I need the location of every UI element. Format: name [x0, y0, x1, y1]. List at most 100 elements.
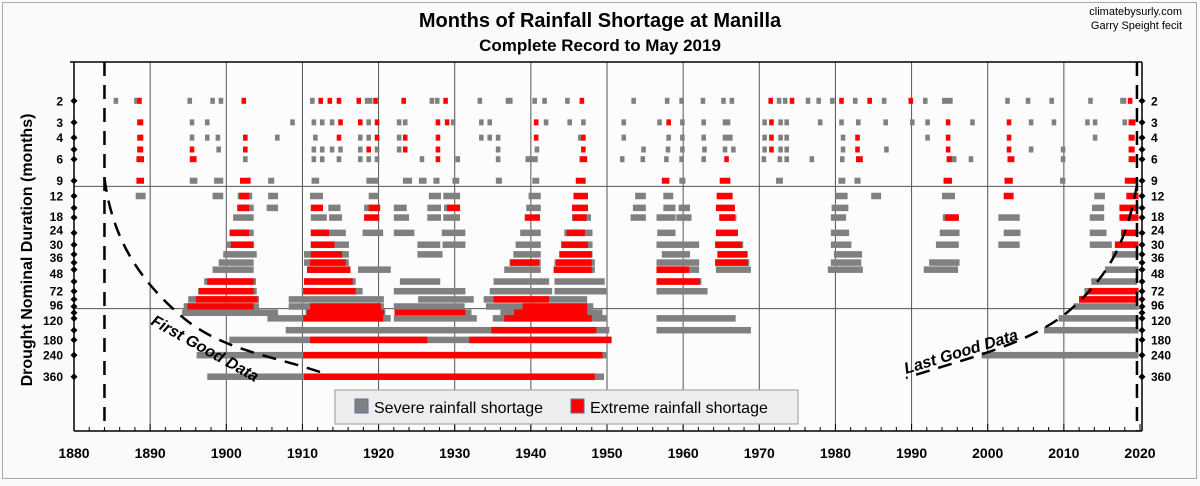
severe-shortage-bar: [393, 315, 477, 322]
y-tick-label-right: 72: [1151, 285, 1165, 299]
severe-shortage-bar: [528, 192, 541, 200]
extreme-shortage-bar: [510, 259, 540, 266]
y-tick-diamond: [70, 155, 78, 163]
extreme-shortage-bar: [945, 146, 951, 153]
severe-shortage-bar: [923, 266, 959, 273]
severe-shortage-bar: [187, 97, 193, 104]
severe-shortage-bar: [1089, 229, 1107, 237]
y-tick-diamond: [70, 259, 78, 267]
severe-shortage-bar: [1104, 266, 1139, 273]
y-axis-label: Drought Nominal Duration (months): [19, 114, 36, 387]
severe-shortage-bar: [189, 134, 195, 141]
extreme-shortage-bar: [368, 204, 381, 212]
severe-shortage-bar: [399, 278, 441, 285]
severe-shortage-bar: [782, 97, 788, 104]
severe-shortage-bar: [664, 156, 669, 163]
severe-shortage-bar: [311, 146, 317, 153]
severe-shortage-bar: [702, 146, 707, 153]
extreme-shortage-bar: [1127, 97, 1133, 104]
severe-shortage-bar: [212, 266, 254, 273]
severe-shortage-bar: [656, 241, 700, 248]
y-tick-diamond: [1138, 214, 1146, 222]
extreme-shortage-bar: [364, 214, 380, 221]
legend-label-severe: Severe rainfall shortage: [374, 400, 543, 417]
y-tick-label-left: 36: [50, 251, 64, 265]
severe-shortage-bar: [311, 119, 317, 126]
y-tick-diamond: [1138, 266, 1146, 274]
y-tick-label-right: 2: [1151, 94, 1158, 108]
extreme-shortage-bar: [136, 177, 145, 184]
severe-shortage-bar: [942, 192, 955, 200]
severe-shortage-bar: [998, 241, 1020, 248]
severe-shortage-bar: [1060, 177, 1066, 184]
y-tick-diamond: [1138, 146, 1146, 154]
extreme-shortage-bar: [189, 146, 195, 153]
y-tick-diamond: [1138, 192, 1146, 200]
severe-shortage-bar: [776, 177, 783, 184]
y-tick-diamond: [70, 229, 78, 237]
legend-label-extreme: Extreme rainfall shortage: [590, 400, 768, 417]
y-tick-label-left: 180: [43, 333, 63, 347]
extreme-shortage-bar: [374, 134, 380, 141]
extreme-shortage-bar: [137, 146, 144, 153]
severe-shortage-bar: [881, 97, 887, 104]
severe-shortage-bar: [805, 97, 811, 104]
severe-shortage-bar: [1003, 229, 1021, 237]
bars: [113, 97, 1139, 380]
extreme-shortage-bar: [336, 134, 342, 141]
severe-shortage-bar: [1092, 119, 1098, 126]
y-tick-diamond: [70, 278, 78, 286]
y-tick-diamond: [70, 266, 78, 274]
severe-shortage-bar: [680, 134, 685, 141]
extreme-shortage-bar: [198, 287, 254, 295]
severe-shortage-bar: [393, 214, 410, 221]
severe-shortage-bar: [1085, 119, 1090, 126]
y-tick-diamond: [1138, 250, 1146, 258]
severe-shortage-bar: [731, 146, 736, 153]
severe-shortage-bar: [722, 146, 728, 153]
extreme-shortage-bar: [310, 336, 428, 344]
severe-shortage-bar: [1122, 119, 1128, 126]
severe-shortage-bar: [1028, 119, 1034, 126]
severe-shortage-bar: [215, 134, 221, 141]
y-tick-diamond: [1138, 373, 1146, 381]
y-tick-diamond: [1138, 309, 1146, 317]
severe-shortage-bar: [419, 156, 425, 163]
extreme-shortage-bar: [1120, 229, 1139, 237]
severe-shortage-bar: [358, 266, 391, 273]
extreme-shortage-bar: [855, 146, 860, 153]
legend: Severe rainfall shortage Extreme rainfal…: [334, 389, 799, 425]
extreme-shortage-bar: [306, 309, 384, 317]
severe-shortage-bar: [619, 156, 625, 163]
severe-shortage-bar: [554, 278, 605, 285]
extreme-shortage-bar: [443, 97, 448, 104]
severe-shortage-bar: [210, 97, 215, 104]
x-tick-label: 1930: [439, 445, 470, 461]
severe-shortage-bar: [418, 296, 474, 303]
severe-shortage-bar: [830, 241, 852, 248]
y-tick-label-right: 6: [1151, 153, 1158, 167]
severe-shortage-bar: [700, 97, 706, 104]
y-tick-diamond: [1138, 295, 1146, 303]
extreme-shortage-bar: [230, 241, 254, 248]
y-tick-label-left: 72: [50, 285, 64, 299]
severe-shortage-bar: [663, 204, 676, 212]
severe-shortage-bar: [268, 177, 275, 184]
y-tick-label-left: 6: [56, 153, 63, 167]
y-tick-label-right: 12: [1151, 190, 1165, 204]
y-tick-label-left: 120: [43, 314, 63, 328]
severe-shortage-bar: [182, 309, 279, 317]
y-tick-label-right: 240: [1151, 349, 1171, 363]
severe-shortage-bar: [374, 156, 380, 163]
y-tick-diamond: [70, 177, 78, 185]
extreme-shortage-bar: [356, 97, 362, 104]
severe-shortage-bar: [515, 241, 541, 248]
extreme-shortage-bar: [715, 259, 748, 266]
severe-shortage-bar: [442, 241, 466, 248]
severe-shortage-bar: [418, 177, 427, 184]
severe-shortage-bar: [778, 146, 783, 153]
severe-shortage-bar: [362, 229, 384, 237]
severe-shortage-bar: [374, 146, 380, 153]
extreme-shortage-bar: [571, 204, 588, 212]
extreme-shortage-bar: [491, 326, 597, 334]
